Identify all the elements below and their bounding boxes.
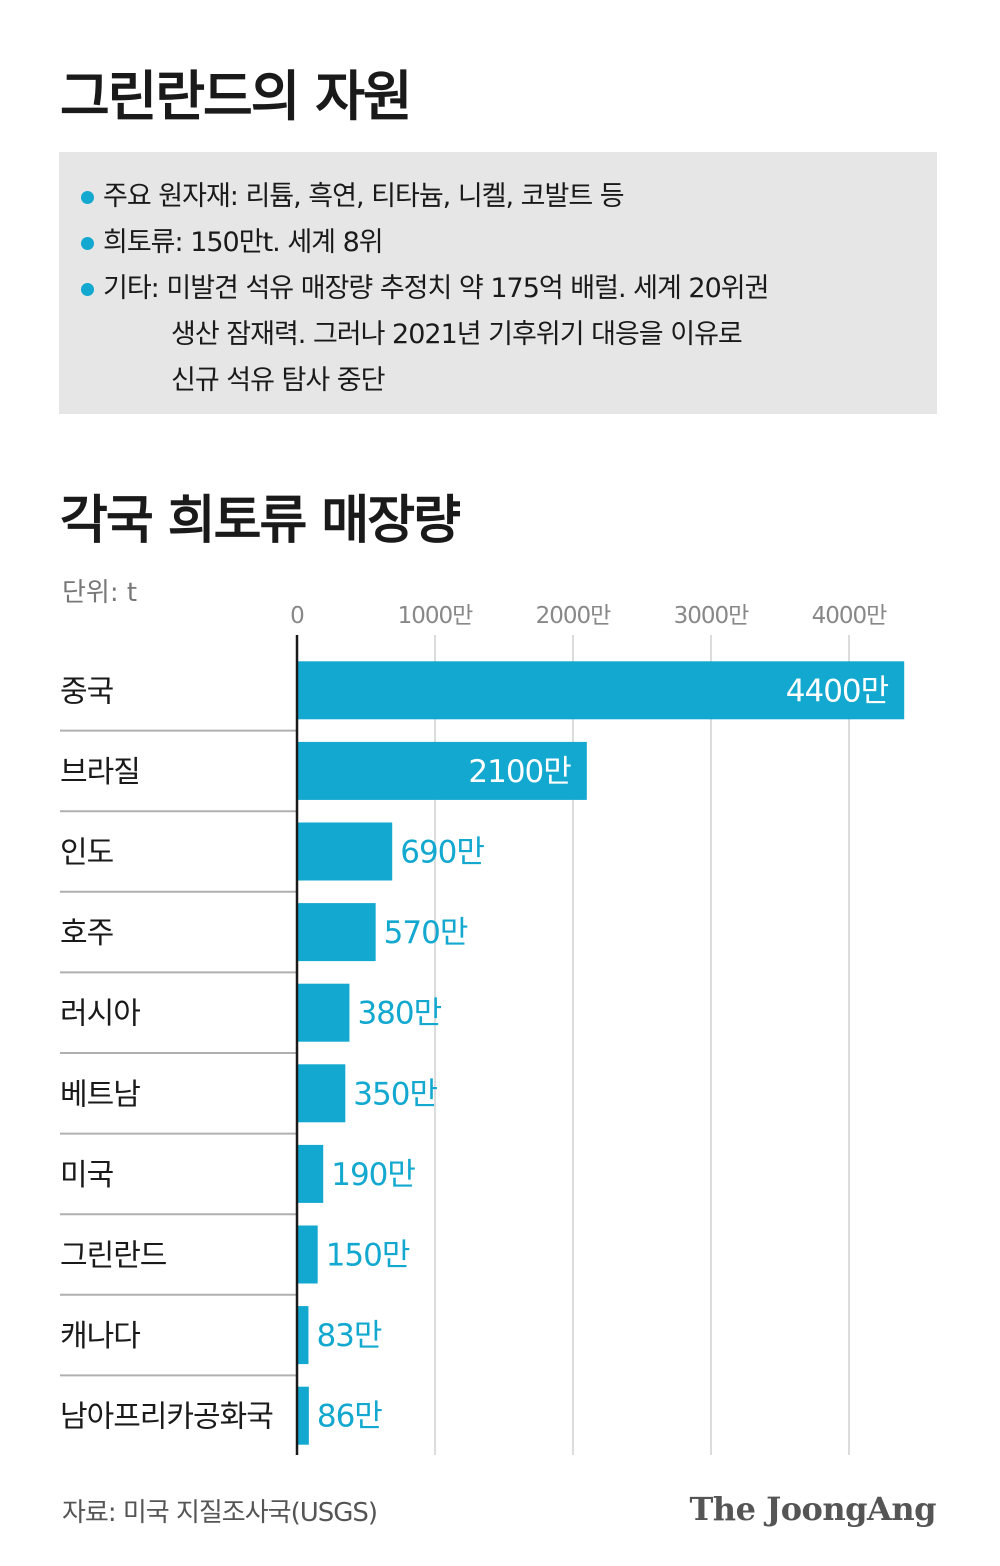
category-label: 호주 — [60, 916, 113, 951]
x-tick-label: 4000만 — [812, 603, 888, 629]
info-item-continuation: 신규 석유 탐사 중단 — [171, 365, 385, 396]
bar — [297, 1064, 346, 1123]
x-tick-label: 3000만 — [674, 603, 750, 629]
bullet-icon — [81, 283, 94, 296]
bar — [297, 822, 393, 881]
publisher-logo: The JoongAng — [689, 1490, 936, 1528]
data-label: 2100만 — [468, 754, 571, 790]
x-tick-label: 2000만 — [536, 603, 612, 629]
bar — [297, 741, 587, 800]
bar — [297, 903, 376, 962]
data-label: 190만 — [331, 1157, 415, 1193]
info-item-rare-earth: 희토류: 150만t. 세계 8위 — [81, 220, 917, 266]
data-label: 83만 — [316, 1318, 381, 1354]
bullet-icon — [81, 191, 94, 204]
data-label: 380만 — [357, 996, 441, 1032]
info-item-materials: 주요 원자재: 리튬, 흑연, 티타늄, 니켈, 코발트 등 — [81, 174, 917, 220]
bar — [297, 1225, 318, 1284]
data-label: 150만 — [326, 1238, 410, 1274]
category-label: 러시아 — [60, 997, 140, 1032]
info-item-label: 희토류: 150만t. 세계 8위 — [103, 227, 384, 258]
unit-label: 단위: t — [62, 578, 138, 608]
category-label: 베트남 — [60, 1077, 140, 1112]
data-label: 690만 — [400, 835, 484, 871]
bar — [297, 1306, 309, 1365]
source-note: 자료: 미국 지질조사국(USGS) — [62, 1498, 378, 1528]
info-item-continuation: 생산 잠재력. 그러나 2021년 기후위기 대응을 이유로 — [171, 319, 743, 350]
info-item-label: 주요 원자재: 리튬, 흑연, 티타늄, 니켈, 코발트 등 — [103, 181, 625, 212]
data-label: 570만 — [384, 915, 468, 951]
category-label: 중국 — [60, 674, 114, 709]
data-label: 86만 — [317, 1399, 382, 1435]
category-label: 미국 — [60, 1158, 114, 1193]
category-label: 남아프리카공화국 — [60, 1400, 273, 1435]
x-tick-label: 0 — [290, 603, 304, 629]
category-label: 그린란드 — [60, 1239, 167, 1274]
category-label: 캐나다 — [60, 1319, 140, 1354]
category-label: 브라질 — [60, 755, 140, 790]
category-label: 인도 — [60, 836, 114, 871]
data-label: 350만 — [353, 1076, 437, 1112]
info-box: 주요 원자재: 리튬, 흑연, 티타늄, 니켈, 코발트 등 희토류: 150만… — [59, 152, 937, 414]
bar — [297, 983, 350, 1042]
page-title: 그린란드의 자원 — [60, 65, 413, 128]
bar — [297, 1144, 324, 1203]
bar — [297, 1386, 309, 1445]
info-item-label: 기타: 미발견 석유 매장량 추정치 약 175억 배럴. 세계 20위권 — [103, 273, 769, 304]
x-tick-label: 1000만 — [398, 603, 474, 629]
chart-title: 각국 희토류 매장량 — [60, 491, 461, 551]
data-label: 4400만 — [786, 673, 889, 709]
info-item-other: 기타: 미발견 석유 매장량 추정치 약 175억 배럴. 세계 20위권 — [81, 266, 917, 312]
bar — [297, 661, 905, 720]
bullet-icon — [81, 237, 94, 250]
